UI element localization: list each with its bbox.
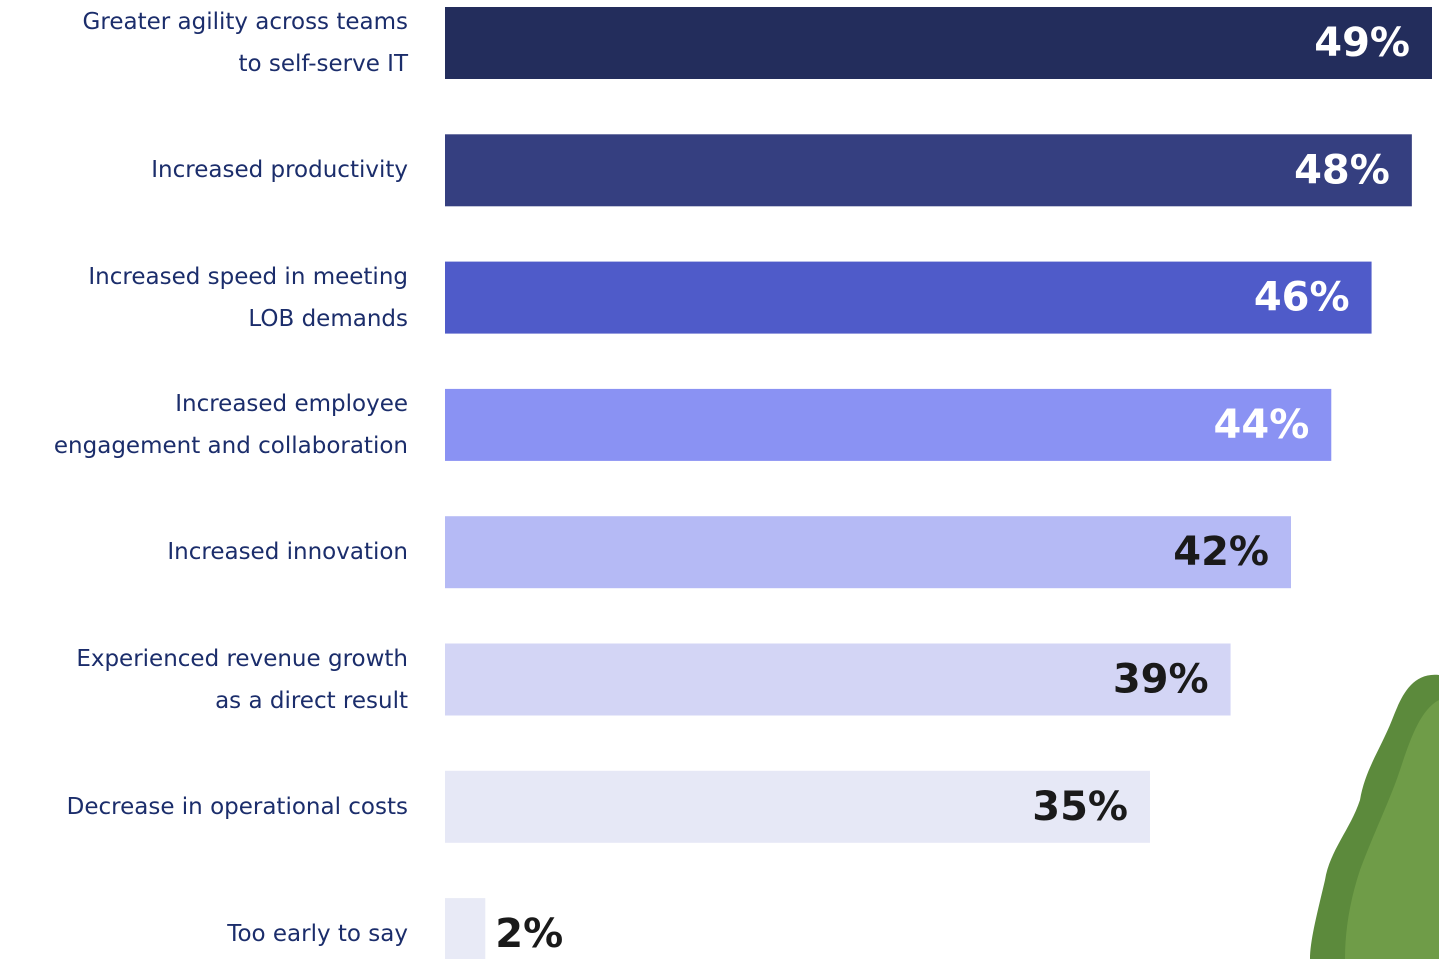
category-label: Increased employee engagement and collab… xyxy=(53,390,408,459)
bar xyxy=(445,770,1150,843)
value-label: 39% xyxy=(1113,657,1209,703)
value-label: 42% xyxy=(1173,529,1269,575)
bar xyxy=(445,388,1332,461)
category-label: Increased speed in meeting LOB demands xyxy=(88,263,408,332)
tree-decoration xyxy=(1310,674,1439,959)
value-label: 48% xyxy=(1294,147,1390,193)
category-label: Decrease in operational costs xyxy=(66,793,408,820)
category-label: Experienced revenue growth as a direct r… xyxy=(76,645,408,714)
bar xyxy=(445,7,1432,79)
category-label: Greater agility across teams to self-ser… xyxy=(82,9,408,77)
category-label: Too early to say xyxy=(227,921,408,948)
bar xyxy=(445,261,1372,334)
bar xyxy=(445,134,1412,207)
value-label: 2% xyxy=(495,911,563,957)
value-label: 46% xyxy=(1254,275,1350,321)
value-label: 44% xyxy=(1214,402,1310,448)
category-label: Increased innovation xyxy=(167,539,408,566)
bar xyxy=(445,643,1231,716)
value-label: 35% xyxy=(1032,784,1128,830)
category-label: Increased productivity xyxy=(151,157,408,184)
value-label: 49% xyxy=(1314,20,1410,66)
bar xyxy=(445,898,486,959)
bar xyxy=(445,516,1291,589)
